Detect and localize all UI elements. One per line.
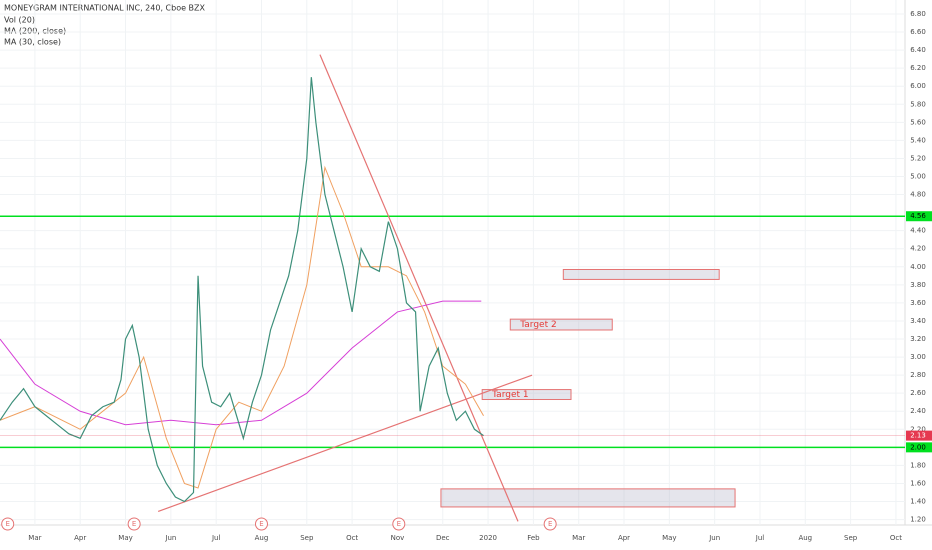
y-tick-label: 1.40 <box>910 498 926 506</box>
x-tick-label: Nov <box>391 534 405 542</box>
x-tick-label: Sep <box>844 534 858 542</box>
price-line <box>0 77 484 503</box>
y-tick-label: 3.80 <box>910 281 926 289</box>
y-tick-label: 2.60 <box>910 389 926 397</box>
y-tick-label: 1.20 <box>910 516 926 524</box>
chart-title: MONEYGRAM INTERNATIONAL INC, 240, Cboe B… <box>4 4 206 13</box>
y-tick-label: 5.40 <box>910 136 926 144</box>
level-label: 2.00 <box>910 443 926 451</box>
y-tick-label: 4.40 <box>910 227 926 235</box>
target-zone <box>509 318 613 331</box>
y-tick-label: 4.80 <box>910 191 926 199</box>
x-tick-label: Jul <box>211 534 221 542</box>
last-price-badge <box>906 430 932 441</box>
y-tick-label: 3.20 <box>910 335 926 343</box>
x-tick-label: May <box>118 534 132 542</box>
x-tick-label: Sep <box>300 534 314 542</box>
event-label: E <box>132 520 136 528</box>
x-tick-label: Feb <box>527 534 540 542</box>
y-tick-label: 2.80 <box>910 371 926 379</box>
target-zone <box>481 389 572 401</box>
event-marker <box>1 517 15 531</box>
event-marker <box>127 517 141 531</box>
x-tick-label: Dec <box>436 534 450 542</box>
x-tick-label: Mar <box>572 534 585 542</box>
x-tick-label: Mar <box>28 534 41 542</box>
event-label: E <box>397 520 401 528</box>
y-tick-label: 1.60 <box>910 479 926 487</box>
y-tick-label: 6.20 <box>910 64 926 72</box>
zone-label: Target 2 <box>519 320 556 330</box>
y-tick-label: 2.20 <box>910 425 926 433</box>
level-badge <box>906 442 932 453</box>
last-price-label: 2.13 <box>910 432 926 440</box>
target-zone <box>562 268 720 280</box>
x-tick-label: Jul <box>755 534 765 542</box>
x-tick-label: Oct <box>890 534 902 542</box>
event-marker <box>254 517 268 531</box>
y-tick-label: 3.60 <box>910 299 926 307</box>
y-tick-label: 5.80 <box>910 100 926 108</box>
level-label: 4.56 <box>910 212 926 220</box>
x-tick-label: Jun <box>164 534 176 542</box>
event-label: E <box>548 520 552 528</box>
target-zone <box>440 488 736 508</box>
trend-line <box>157 374 533 513</box>
y-tick-label: 6.00 <box>910 82 926 90</box>
y-tick-label: 5.00 <box>910 173 926 181</box>
x-tick-label: Apr <box>618 534 630 542</box>
level-badge <box>906 211 932 222</box>
volume-legend: Vol (20) <box>4 16 35 25</box>
y-tick-label: 6.80 <box>910 10 926 18</box>
x-tick-label: Apr <box>74 534 86 542</box>
y-tick-label: 6.40 <box>910 46 926 54</box>
x-tick-label: Oct <box>346 534 358 542</box>
x-tick-label: Aug <box>255 534 269 542</box>
y-tick-label: 1.80 <box>910 461 926 469</box>
x-tick-label: May <box>662 534 676 542</box>
y-tick-label: 3.40 <box>910 317 926 325</box>
y-tick-label: 5.60 <box>910 118 926 126</box>
x-tick-label: Aug <box>798 534 812 542</box>
event-marker <box>543 517 557 531</box>
event-marker <box>392 517 406 531</box>
zone-label: Target 1 <box>491 390 528 400</box>
legend-entry: MA (30, close) <box>4 38 61 47</box>
event-label: E <box>5 520 9 528</box>
y-tick-label: 3.00 <box>910 353 926 361</box>
event-label: E <box>259 520 263 528</box>
x-tick-label: 2020 <box>479 534 497 542</box>
x-tick-label: Jun <box>708 534 720 542</box>
y-tick-label: 5.20 <box>910 154 926 162</box>
ma-line <box>0 165 484 489</box>
y-tick-label: 6.60 <box>910 28 926 36</box>
trend-line <box>319 54 519 522</box>
y-tick-label: 4.20 <box>910 245 926 253</box>
y-tick-label: 2.40 <box>910 407 926 415</box>
y-tick-label: 4.00 <box>910 263 926 271</box>
